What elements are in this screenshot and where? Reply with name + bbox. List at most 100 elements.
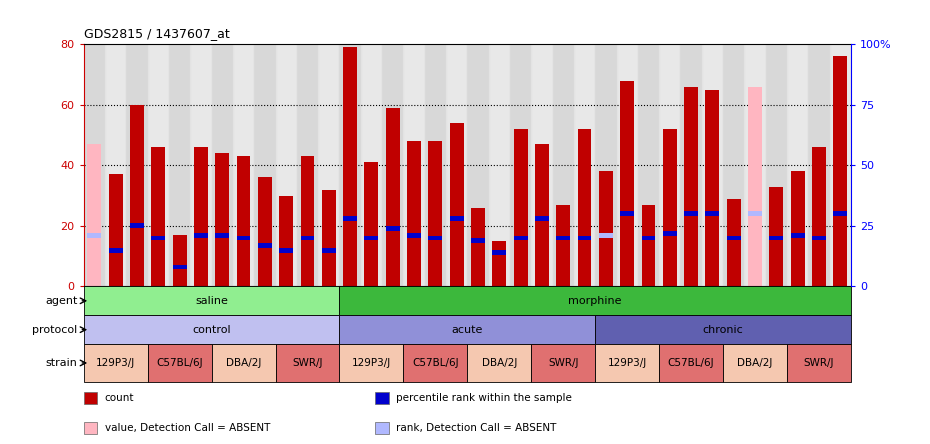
Bar [744,44,765,286]
Bar [152,147,166,286]
Bar [642,205,656,286]
Bar [279,248,293,253]
Bar [375,392,389,404]
Bar [148,344,212,382]
Text: saline: saline [195,296,228,306]
Bar [173,265,187,270]
Bar [556,236,570,240]
Text: control: control [193,325,231,335]
Bar [744,44,765,286]
Bar [148,44,169,286]
Bar [552,44,574,286]
Bar [258,243,272,248]
Bar [429,236,443,240]
Bar [279,196,293,286]
Bar [297,44,318,286]
Bar [787,44,808,286]
Bar [84,44,105,286]
Bar [446,44,467,286]
Bar [659,344,724,382]
Bar [702,44,723,286]
Bar [684,211,698,216]
Bar [681,44,702,286]
Bar [322,190,336,286]
Bar [472,208,485,286]
Bar [343,48,357,286]
Text: chronic: chronic [703,325,743,335]
Bar [191,44,211,286]
Text: 129P3/J: 129P3/J [96,358,135,368]
Bar [727,198,740,286]
Bar [681,44,702,286]
Bar [275,44,297,286]
Bar [318,44,339,286]
Text: DBA/2J: DBA/2J [482,358,517,368]
Bar [407,141,421,286]
Bar [194,147,207,286]
Bar [105,44,126,286]
Bar [258,178,272,286]
Bar [216,233,229,238]
Bar [765,44,787,286]
Bar [578,129,591,286]
Bar [339,44,361,286]
Bar [236,236,250,240]
Bar [702,44,723,286]
Bar [84,422,97,434]
Bar [488,44,510,286]
Bar [446,44,467,286]
Bar [322,248,336,253]
Bar [365,163,379,286]
Bar [808,44,830,286]
Text: value, Detection Call = ABSENT: value, Detection Call = ABSENT [105,423,271,433]
Bar [574,44,595,286]
Bar [87,233,101,238]
Bar [467,344,531,382]
Bar [531,44,552,286]
Bar [84,286,339,315]
Bar [318,44,339,286]
Bar [297,44,318,286]
Bar [787,44,808,286]
Bar [130,105,144,286]
Bar [254,44,275,286]
Bar [130,223,144,228]
Text: morphine: morphine [568,296,622,306]
Text: 129P3/J: 129P3/J [607,358,646,368]
Bar [620,81,634,286]
Bar [727,236,740,240]
Bar [382,44,404,286]
Bar [275,44,297,286]
Bar [808,44,830,286]
Bar [126,44,148,286]
Bar [361,44,382,286]
Bar [404,44,425,286]
Bar [450,216,463,221]
Bar [706,90,719,286]
Bar [617,44,638,286]
Text: strain: strain [46,358,77,368]
Text: 129P3/J: 129P3/J [352,358,391,368]
Bar [642,236,656,240]
Bar [574,44,595,286]
Bar [467,44,488,286]
Bar [595,44,617,286]
Bar [790,233,804,238]
Bar [211,44,232,286]
Bar [84,392,97,404]
Bar [343,216,357,221]
Bar [275,344,339,382]
Bar [404,344,467,382]
Bar [724,344,787,382]
Bar [769,236,783,240]
Bar [148,44,169,286]
Bar [84,344,148,382]
Bar [211,344,275,382]
Bar [232,44,254,286]
Text: DBA/2J: DBA/2J [226,358,261,368]
Bar [386,108,400,286]
Bar [191,44,211,286]
Bar [638,44,659,286]
Bar [382,44,404,286]
Bar [109,248,123,253]
